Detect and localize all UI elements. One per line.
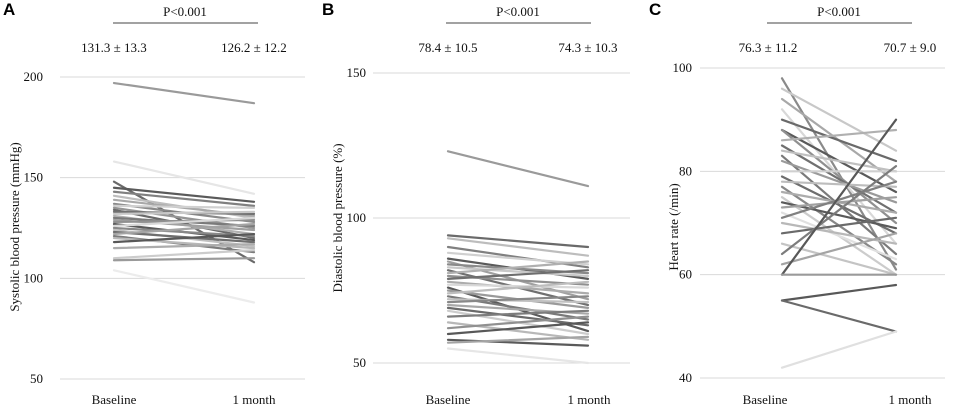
subject-line <box>780 299 898 333</box>
panel-letter: C <box>649 0 661 19</box>
panel-b: B P<0.001 78.4 ± 10.5 74.3 ± 10.3 Diasto… <box>322 0 630 407</box>
y-tick-label: 100 <box>673 60 693 75</box>
panel-a: A P<0.001 131.3 ± 13.3 126.2 ± 12.2 Syst… <box>3 0 305 407</box>
y-tick-label: 100 <box>24 270 44 285</box>
subject-line <box>780 330 898 369</box>
subject-line <box>446 280 590 295</box>
subject-line <box>446 295 590 304</box>
subject-line <box>446 321 590 336</box>
y-ticks: 40 60 80 100 <box>673 60 693 385</box>
panel-letter: B <box>322 0 334 19</box>
y-tick-label: 40 <box>679 370 692 385</box>
subject-line <box>780 180 898 188</box>
y-tick-label: 150 <box>24 170 44 185</box>
subject-line <box>446 237 590 257</box>
subject-line <box>780 118 898 163</box>
subject-line <box>446 269 590 280</box>
baseline-stat: 131.3 ± 13.3 <box>81 40 147 55</box>
subject-line <box>112 257 256 262</box>
subject-line <box>780 149 898 173</box>
subject-line <box>780 165 898 256</box>
subject-line <box>780 216 898 235</box>
subject-line <box>112 216 256 228</box>
subject-line <box>446 306 590 327</box>
y-tick-label: 150 <box>347 65 367 80</box>
y-tick-label: 100 <box>347 210 367 225</box>
subject-line <box>780 180 898 219</box>
y-tick-label: 50 <box>353 355 366 370</box>
subject-line <box>446 150 590 188</box>
p-value: P<0.001 <box>163 4 207 19</box>
series-lines <box>112 81 256 304</box>
subject-line <box>112 186 256 203</box>
subject-line <box>780 211 898 261</box>
panel-letter: A <box>3 0 15 19</box>
subject-line <box>780 128 898 225</box>
subject-line <box>112 249 256 260</box>
baseline-stat: 76.3 ± 11.2 <box>739 40 798 55</box>
month-stat: 126.2 ± 12.2 <box>221 40 287 55</box>
baseline-stat: 78.4 ± 10.5 <box>418 40 477 55</box>
y-axis-label: Diastolic blood pressure (%) <box>330 143 345 292</box>
category-1-month: 1 month <box>889 392 932 407</box>
subject-line <box>780 232 898 266</box>
y-tick-label: 200 <box>24 69 44 84</box>
category-baseline: Baseline <box>426 392 471 407</box>
series-lines <box>446 150 590 365</box>
gridlines <box>60 76 305 380</box>
subject-line <box>446 283 590 289</box>
subject-line <box>446 315 590 330</box>
subject-line <box>446 335 590 344</box>
category-1-month: 1 month <box>233 392 276 407</box>
subject-line <box>112 190 256 207</box>
month-stat: 70.7 ± 9.0 <box>884 40 937 55</box>
subject-line <box>446 266 590 278</box>
y-ticks: 50 100 150 <box>347 65 367 370</box>
subject-line <box>780 128 898 142</box>
subject-line <box>780 221 898 245</box>
subject-line <box>112 232 256 244</box>
panel-c: C P<0.001 76.3 ± 11.2 70.7 ± 9.0 Heart r… <box>649 0 945 407</box>
subject-line <box>780 283 898 302</box>
subject-line <box>780 144 898 214</box>
y-axis-label: Systolic blood pressure (mmHg) <box>7 142 22 311</box>
subject-line <box>446 260 590 275</box>
subject-line <box>446 234 590 249</box>
subject-line <box>780 196 898 209</box>
subject-line <box>446 298 590 304</box>
subject-line <box>112 210 256 216</box>
y-tick-label: 80 <box>679 163 692 178</box>
month-stat: 74.3 ± 10.3 <box>558 40 617 55</box>
subject-line <box>112 160 256 195</box>
subject-line <box>446 309 590 318</box>
subject-line <box>780 159 898 204</box>
y-tick-label: 60 <box>679 267 692 282</box>
subject-line <box>112 243 256 250</box>
subject-line <box>112 81 256 105</box>
y-ticks: 50 100 150 200 <box>24 69 44 386</box>
series-lines <box>780 77 898 369</box>
y-tick-label: 50 <box>30 371 43 386</box>
subject-line <box>112 269 256 304</box>
subject-line <box>780 87 898 152</box>
subject-line <box>112 222 256 236</box>
category-baseline: Baseline <box>92 392 137 407</box>
category-1-month: 1 month <box>568 392 611 407</box>
subject-line <box>780 118 898 276</box>
p-value: P<0.001 <box>496 4 540 19</box>
y-axis-label: Heart rate (/min) <box>666 183 681 270</box>
p-value: P<0.001 <box>817 4 861 19</box>
subject-line <box>112 204 256 209</box>
category-baseline: Baseline <box>743 392 788 407</box>
subject-line <box>446 347 590 365</box>
